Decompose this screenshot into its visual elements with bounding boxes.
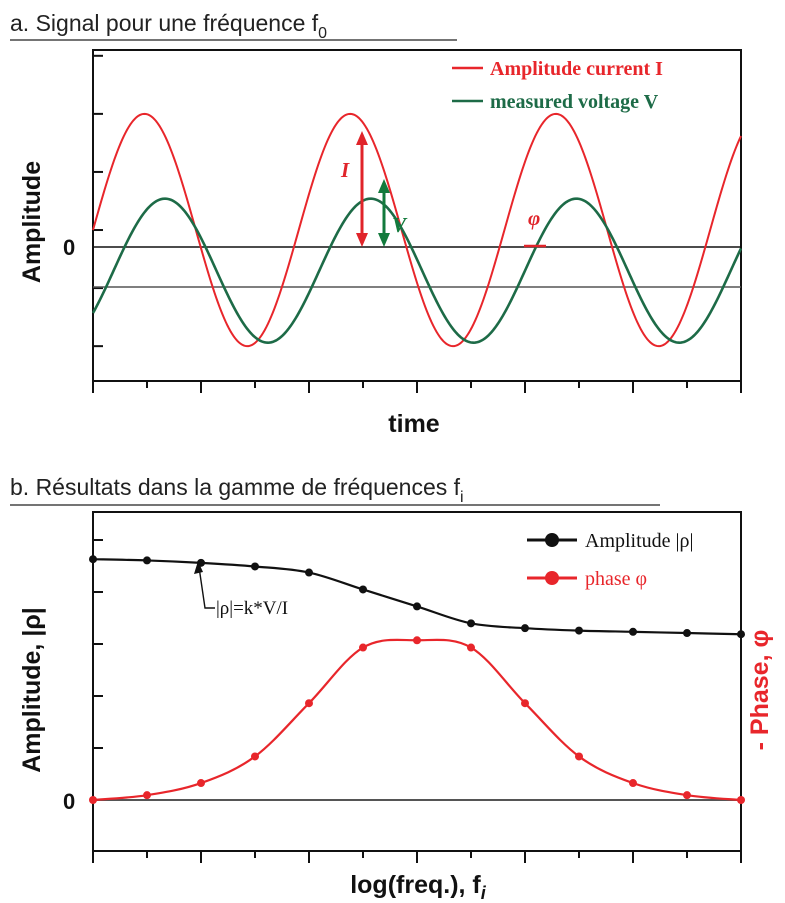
phase-point (89, 796, 97, 804)
phase-point (143, 791, 151, 800)
phase-point (467, 643, 475, 652)
current-arrow-head-top (356, 131, 368, 145)
panel-b-x-axis-title: log(freq.), fi (350, 871, 487, 903)
phase-point (521, 699, 529, 708)
panel-a: a. Signal pour une fréquence f0 I V φ Am… (10, 10, 743, 438)
series-phase-line (92, 638, 742, 802)
amplitude-rho-point (89, 555, 97, 564)
phase-point (197, 779, 205, 788)
legend-amplitude-label: Amplitude |ρ| (585, 530, 694, 552)
legend-current-label: Amplitude current I (490, 58, 663, 80)
panel-a-ticks (92, 54, 742, 393)
panel-b-left-axis-title: Amplitude, |ρ| (18, 607, 46, 773)
legend-amplitude-marker (545, 533, 559, 547)
amplitude-rho-point (683, 629, 691, 638)
amplitude-rho-point (737, 630, 745, 639)
voltage-label: V (392, 213, 408, 237)
current-arrow-head-bottom (356, 233, 368, 247)
rho-annotation-label: |ρ|=k*V/I (216, 598, 288, 619)
phase-point (629, 779, 637, 788)
panel-a-zero-tick-label: 0 (63, 235, 75, 260)
legend-voltage-label: measured voltage V (490, 91, 659, 113)
amplitude-rho-point (143, 556, 151, 565)
legend-phase-marker (545, 571, 559, 585)
phase-point (737, 796, 745, 804)
panel-b-zero-tick-label: 0 (63, 789, 75, 814)
voltage-arrow-head-top (378, 179, 390, 193)
voltage-arrow-head-bottom (378, 233, 390, 247)
series-amplitude-rho-points (89, 555, 745, 639)
panel-b-right-axis-title: - Phase, φ (746, 630, 774, 751)
amplitude-rho-point (575, 626, 583, 635)
amplitude-rho-point (251, 562, 259, 571)
phase-point (251, 752, 259, 761)
amplitude-rho-point (413, 602, 421, 611)
amplitude-rho-point (629, 627, 637, 636)
panel-b-title: b. Résultats dans la gamme de fréquences… (10, 474, 464, 506)
panel-a-x-axis-title: time (388, 410, 440, 438)
phase-point (359, 643, 367, 652)
rho-annotation-leader (198, 566, 215, 609)
rho-annotation-arrowhead (194, 561, 203, 574)
phase-point (575, 752, 583, 761)
amplitude-rho-point (467, 619, 475, 628)
panel-b: b. Résultats dans la gamme de fréquences… (10, 474, 774, 903)
panel-a-title: a. Signal pour une fréquence f0 (10, 10, 327, 42)
series-amplitude-current-line (92, 112, 742, 348)
phase-point (683, 791, 691, 800)
phase-shift-label: φ (528, 206, 540, 230)
series-measured-voltage-line (91, 197, 743, 344)
series-phase-points (89, 636, 745, 804)
current-label: I (340, 158, 350, 182)
amplitude-rho-point (305, 568, 313, 577)
legend-phase-label: phase φ (585, 568, 647, 590)
phase-point (305, 699, 313, 708)
panel-a-y-axis-title: Amplitude (18, 161, 46, 283)
phase-point (413, 636, 421, 645)
amplitude-rho-point (521, 624, 529, 633)
amplitude-rho-point (359, 585, 367, 594)
